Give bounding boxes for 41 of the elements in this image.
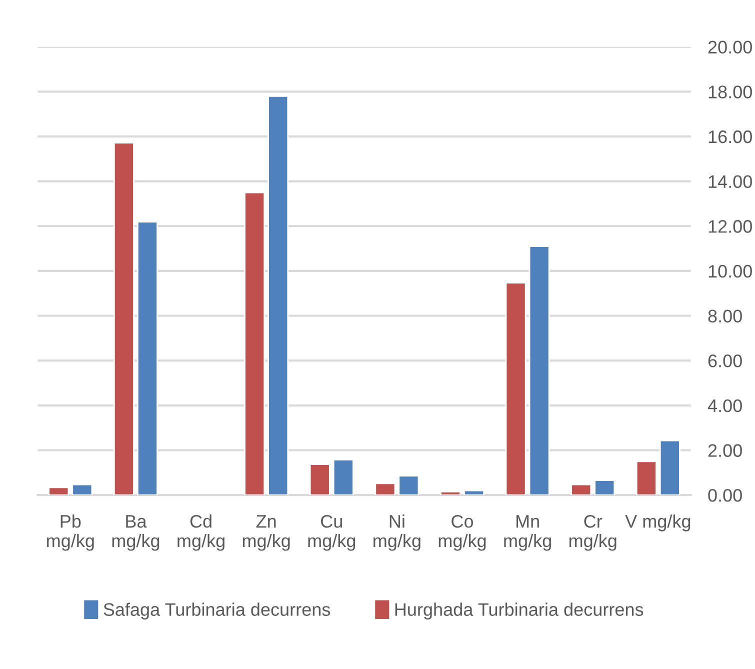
bar — [309, 464, 330, 496]
bar — [505, 282, 526, 496]
y-tick-label: 10.00 — [708, 264, 752, 278]
y-tick-label: 0.00 — [708, 488, 742, 502]
bar — [464, 490, 484, 496]
x-tick-label: Ba mg/kg — [112, 515, 160, 551]
y-tick-label: 14.00 — [708, 175, 752, 188]
bar — [72, 484, 93, 496]
bar — [268, 95, 289, 496]
x-tick-label: Co mg/kg — [438, 514, 486, 551]
y-tick-label: 6.00 — [708, 354, 742, 368]
x-tick-label: Cr mg/kg — [569, 514, 616, 551]
bar — [570, 484, 592, 496]
bar — [636, 460, 657, 496]
y-tick-label: 8.00 — [708, 310, 742, 322]
legend-label: Hurghada Turbinaria decurrens — [395, 602, 644, 620]
y-tick-label: 20.00 — [708, 40, 752, 54]
bar — [374, 482, 396, 496]
bar — [136, 221, 158, 496]
bar — [659, 440, 680, 496]
bar — [528, 246, 550, 496]
y-tick-label: 4.00 — [708, 399, 742, 412]
y-tick-label: 18.00 — [708, 86, 752, 98]
x-tick-label: Cd mg/kg — [178, 514, 224, 551]
x-tick-label: Zn mg/kg — [242, 515, 290, 551]
bar — [332, 458, 354, 496]
x-tick-label: Mn mg/kg — [504, 515, 551, 551]
y-tick-label: 12.00 — [708, 220, 752, 233]
bar — [398, 475, 420, 496]
x-tick-label: Ni mg/kg — [374, 514, 420, 551]
bar — [48, 486, 70, 496]
bar — [440, 491, 461, 496]
x-tick-label: Cu mg/kg — [308, 514, 356, 551]
bar — [113, 142, 134, 496]
x-tick-label: Pb mg/kg — [47, 514, 94, 551]
bar — [244, 192, 266, 496]
bar — [594, 480, 616, 496]
y-tick-label: 16.00 — [708, 130, 752, 144]
legend-label: Safaga Turbinaria decurrens — [104, 602, 330, 620]
y-tick-label: 2.00 — [708, 444, 742, 457]
x-tick-label: V mg/kg — [625, 514, 690, 532]
